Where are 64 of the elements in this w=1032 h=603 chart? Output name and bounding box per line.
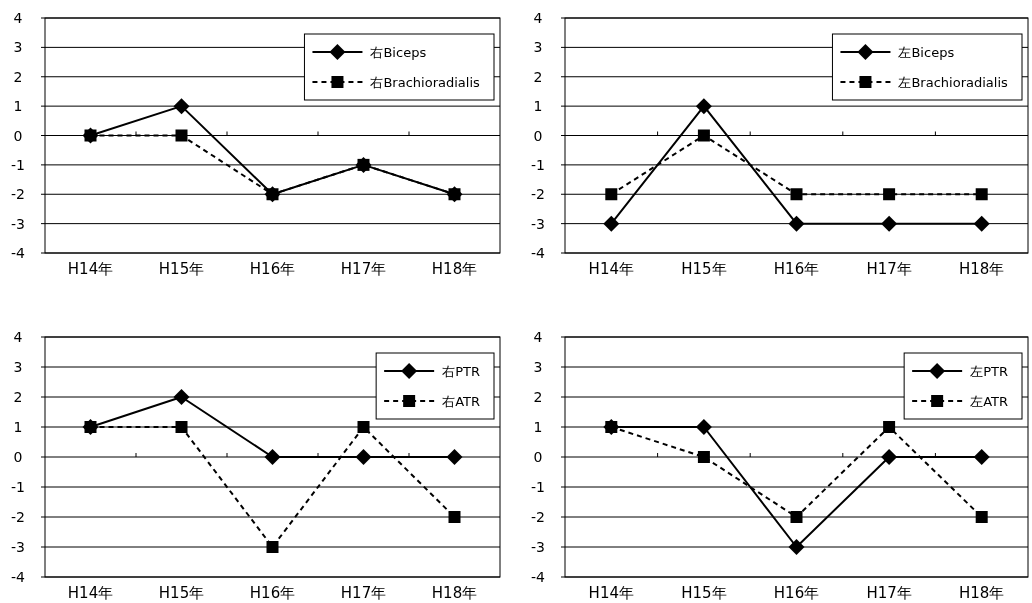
y-tick-label: -3 xyxy=(531,215,545,232)
y-tick-label: 3 xyxy=(533,359,543,375)
legend-label: 右PTR xyxy=(442,364,480,379)
y-tick-label: -4 xyxy=(11,245,26,261)
x-tick-label: H16年 xyxy=(249,260,296,278)
y-tick-label: 4 xyxy=(13,329,23,345)
y-tick-label: -1 xyxy=(11,479,25,495)
y-tick-label: -4 xyxy=(11,569,26,585)
x-tick-label: H18年 xyxy=(959,584,1005,602)
y-tick-label: -2 xyxy=(11,186,25,203)
y-tick-label: -1 xyxy=(531,156,545,173)
x-tick-label: H15年 xyxy=(158,260,205,278)
x-tick-label: H18年 xyxy=(431,584,478,602)
x-tick-label: H17年 xyxy=(340,584,387,602)
x-tick-label: H18年 xyxy=(431,260,478,278)
legend-label: 右Brachioradialis xyxy=(370,75,480,90)
legend-label: 右Biceps xyxy=(370,45,427,60)
y-tick-label: -3 xyxy=(531,539,545,555)
y-tick-label: 0 xyxy=(13,449,23,465)
y-tick-label: -2 xyxy=(11,509,25,525)
y-tick-label: 0 xyxy=(533,127,543,144)
legend-label: 左Biceps xyxy=(898,45,955,60)
y-tick-label: 3 xyxy=(13,39,23,56)
x-tick-label: H16年 xyxy=(773,260,820,278)
x-tick-label: H18年 xyxy=(959,260,1005,278)
y-tick-label: -2 xyxy=(531,509,545,525)
y-tick-label: 1 xyxy=(13,98,23,115)
x-tick-label: H15年 xyxy=(158,584,205,602)
y-tick-label: 4 xyxy=(533,10,543,26)
x-tick-label: H16年 xyxy=(773,584,820,602)
y-tick-label: -4 xyxy=(531,245,546,261)
y-tick-label: 4 xyxy=(533,329,543,345)
x-tick-label: H16年 xyxy=(249,584,296,602)
y-tick-label: 2 xyxy=(13,389,23,405)
x-tick-label: H17年 xyxy=(866,584,912,602)
y-tick-label: -3 xyxy=(11,539,25,555)
y-tick-label: -1 xyxy=(11,156,25,173)
x-tick-label: H14年 xyxy=(588,260,634,278)
y-tick-label: 2 xyxy=(13,68,23,85)
y-tick-label: 0 xyxy=(533,449,543,465)
legend-label: 左ATR xyxy=(970,394,1008,409)
legend-label: 左Brachioradialis xyxy=(898,75,1008,90)
y-tick-label: 4 xyxy=(13,10,23,26)
x-tick-label: H17年 xyxy=(866,260,912,278)
y-tick-label: -2 xyxy=(531,186,545,203)
y-tick-label: 1 xyxy=(533,419,543,435)
y-tick-label: 2 xyxy=(533,68,543,85)
x-tick-label: H15年 xyxy=(681,584,727,602)
x-tick-label: H14年 xyxy=(67,584,114,602)
x-tick-label: H17年 xyxy=(340,260,387,278)
y-tick-label: 3 xyxy=(533,39,543,56)
y-tick-label: 2 xyxy=(533,389,543,405)
y-tick-label: 0 xyxy=(13,127,23,144)
legend-label: 左PTR xyxy=(970,364,1008,379)
y-tick-label: 1 xyxy=(533,98,543,115)
y-tick-label: 1 xyxy=(13,419,23,435)
y-tick-label: -3 xyxy=(11,215,25,232)
x-tick-label: H14年 xyxy=(588,584,634,602)
y-tick-label: -1 xyxy=(531,479,545,495)
x-tick-label: H15年 xyxy=(681,260,727,278)
y-tick-label: 3 xyxy=(13,359,23,375)
y-tick-label: -4 xyxy=(531,569,546,585)
x-tick-label: H14年 xyxy=(67,260,114,278)
legend-label: 右ATR xyxy=(442,394,480,409)
